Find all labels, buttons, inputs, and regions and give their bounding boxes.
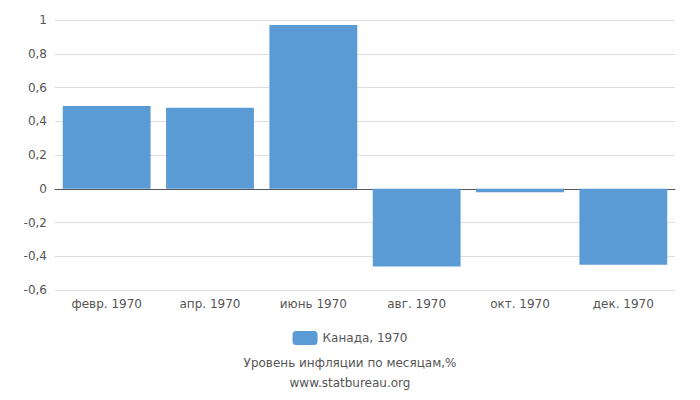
svg-text:авг. 1970: авг. 1970 — [387, 297, 446, 311]
svg-text:окт. 1970: окт. 1970 — [490, 297, 550, 311]
svg-text:0,8: 0,8 — [28, 47, 47, 61]
svg-text:1: 1 — [39, 13, 47, 27]
svg-text:-0,4: -0,4 — [24, 249, 47, 263]
svg-text:-0,2: -0,2 — [24, 216, 47, 230]
svg-text:0: 0 — [39, 182, 47, 196]
svg-text:дек. 1970: дек. 1970 — [593, 297, 654, 311]
svg-text:-0,6: -0,6 — [24, 283, 47, 297]
svg-text:июнь 1970: июнь 1970 — [280, 297, 347, 311]
svg-text:Уровень инфляции по месяцам,%: Уровень инфляции по месяцам,% — [244, 356, 457, 370]
svg-text:0,4: 0,4 — [28, 114, 47, 128]
svg-text:0,2: 0,2 — [28, 148, 47, 162]
svg-text:0,6: 0,6 — [28, 81, 47, 95]
svg-text:Канада, 1970: Канада, 1970 — [323, 331, 408, 345]
svg-text:апр. 1970: апр. 1970 — [180, 297, 241, 311]
svg-text:www.statbureau.org: www.statbureau.org — [290, 376, 411, 390]
svg-text:февр. 1970: февр. 1970 — [71, 297, 142, 311]
